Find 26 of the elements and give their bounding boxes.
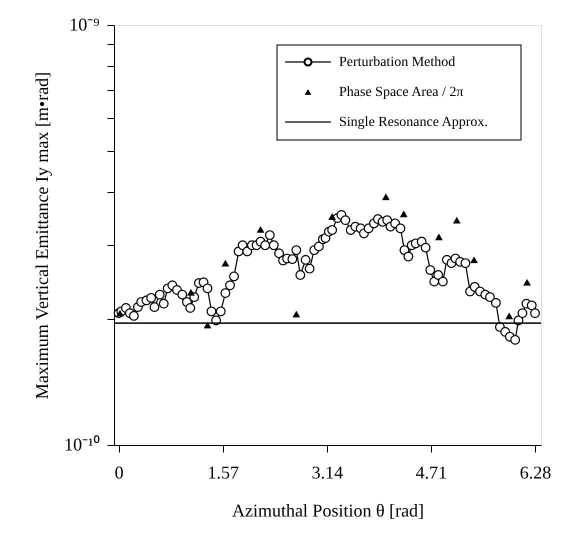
y-tick-label: 10⁻⁹	[69, 14, 100, 34]
legend-label: Single Resonance Approx.	[339, 115, 488, 130]
point	[400, 210, 408, 218]
y-axis-title: Maximum Vertical Emittance Iy max [m•rad]	[32, 72, 52, 400]
point	[382, 193, 390, 200]
point	[204, 322, 212, 328]
x-tick-label: 4.71	[416, 462, 448, 482]
y-tick-label: 10⁻¹⁰	[64, 434, 100, 454]
x-tick-label: 3.14	[312, 462, 344, 482]
point	[470, 256, 478, 264]
point	[116, 310, 124, 317]
x-tick-label: 0	[114, 462, 124, 482]
point	[505, 312, 514, 320]
point	[328, 213, 336, 220]
point	[222, 260, 230, 267]
x-tick-label: 1.57	[207, 462, 239, 482]
x-tick-label: 6.28	[520, 462, 552, 482]
legend-label: Perturbation Method	[339, 55, 456, 70]
point	[452, 216, 461, 224]
legend-label: Phase Space Area / 2π	[339, 85, 464, 100]
point	[256, 226, 264, 233]
point	[292, 310, 300, 318]
point	[523, 278, 531, 286]
x-axis-title: Azimuthal Position θ [rad]	[232, 500, 424, 520]
point	[435, 234, 443, 240]
point	[187, 288, 195, 296]
